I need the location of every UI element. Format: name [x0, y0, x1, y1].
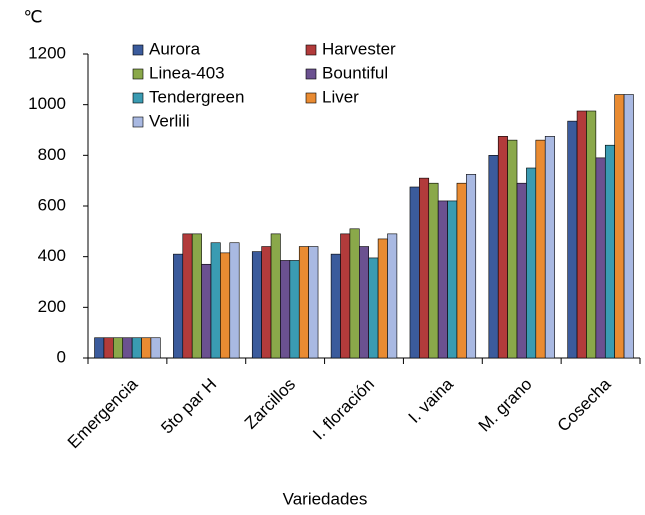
bar [113, 337, 124, 359]
bar [623, 94, 634, 359]
x-axis-title: Variedades [283, 489, 368, 508]
y-tick-label: 200 [38, 297, 66, 316]
bar [377, 238, 388, 359]
bar [330, 253, 341, 359]
bar [298, 246, 309, 359]
bar [261, 246, 272, 359]
bar [466, 174, 477, 359]
bar [456, 182, 467, 359]
bar [349, 228, 360, 359]
bar [488, 155, 499, 359]
legend-swatch [305, 68, 317, 80]
bar [122, 337, 133, 359]
bar [131, 337, 142, 359]
legend-label: Bountiful [322, 63, 388, 82]
bar [544, 136, 555, 359]
bar [595, 157, 606, 359]
bar [516, 182, 527, 359]
legend-swatch [132, 44, 144, 56]
bar [210, 242, 221, 359]
bar [280, 260, 291, 359]
x-tick-label: I. floración [309, 375, 378, 444]
y-tick-label: 400 [38, 246, 66, 265]
bar [526, 167, 537, 359]
bar [358, 246, 369, 359]
bar [419, 177, 430, 359]
bar [604, 144, 615, 359]
legend-swatch [132, 116, 144, 128]
bar [340, 233, 351, 359]
legend-label: Liver [322, 87, 359, 106]
legend-label: Verlili [149, 111, 190, 130]
bar [387, 233, 398, 359]
legend-swatch [305, 44, 317, 56]
bar [368, 257, 379, 359]
x-tick-label: I. vaina [405, 374, 458, 427]
y-tick-label: 1200 [28, 43, 66, 62]
legend-swatch [132, 68, 144, 80]
legend-label: Aurora [149, 39, 201, 58]
x-tick-label: M. grano [475, 375, 536, 436]
bar [497, 136, 508, 359]
x-tick-label: Cosecha [554, 374, 615, 435]
bar [447, 200, 458, 359]
bar [103, 337, 114, 359]
unit-label: ℃ [23, 7, 42, 26]
legend-label: Harvester [322, 39, 396, 58]
bar [173, 253, 184, 359]
bar [428, 182, 439, 359]
y-tick-label: 1000 [28, 94, 66, 113]
y-tick-label: 600 [38, 195, 66, 214]
bar [586, 110, 597, 359]
x-tick-label: Emergencia [64, 374, 142, 452]
bar [614, 94, 625, 359]
bar [567, 120, 578, 359]
legend-swatch [305, 92, 317, 104]
legend-label: Linea-403 [149, 63, 225, 82]
bar [191, 233, 202, 359]
bar [182, 233, 193, 359]
bar [289, 260, 300, 359]
y-tick-label: 0 [57, 347, 66, 366]
bar [308, 246, 319, 359]
legend-label: Tendergreen [149, 87, 244, 106]
legend-swatch [132, 92, 144, 104]
bar [94, 337, 105, 359]
bar [270, 233, 281, 359]
bar [220, 252, 231, 359]
x-tick-label: Zarcillos [241, 375, 299, 433]
y-tick-label: 800 [38, 145, 66, 164]
bar [507, 139, 518, 359]
bar [437, 200, 448, 359]
bar [576, 110, 587, 359]
bar [229, 242, 240, 359]
bar [535, 139, 546, 359]
bar [150, 337, 161, 359]
bar [141, 337, 152, 359]
bar [201, 263, 212, 359]
bar [409, 186, 420, 359]
bar [251, 251, 262, 359]
x-tick-label: 5to par H [157, 375, 220, 438]
